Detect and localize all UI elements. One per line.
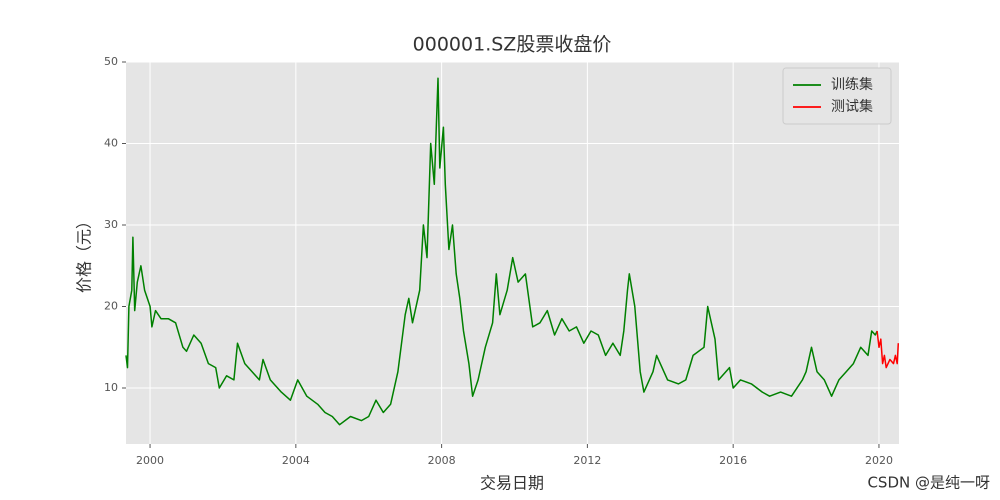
legend-label: 训练集 [831, 76, 873, 93]
x-tick-label: 2008 [428, 454, 456, 467]
y-tick-label: 50 [104, 55, 118, 68]
y-tick-label: 30 [104, 218, 118, 231]
y-tick-label: 20 [104, 300, 118, 313]
y-tick-label: 40 [104, 137, 118, 150]
x-tick-label: 2012 [573, 454, 601, 467]
x-axis-label: 交易日期 [480, 474, 544, 493]
y-axis-label: 价格（元） [75, 213, 94, 293]
data-line [125, 77, 878, 426]
x-tick-label: 2004 [282, 454, 310, 467]
legend-label: 测试集 [831, 98, 873, 115]
x-tick-label: 2000 [136, 454, 164, 467]
y-tick-label: 10 [104, 381, 118, 394]
watermark: CSDN @是纯一呀 [867, 474, 990, 492]
x-tick-label: 2020 [865, 454, 893, 467]
plot-area [126, 62, 899, 444]
x-tick-label: 2016 [719, 454, 747, 467]
chart-title: 000001.SZ股票收盘价 [413, 34, 612, 56]
legend-box [782, 67, 892, 125]
data-line [876, 330, 900, 369]
